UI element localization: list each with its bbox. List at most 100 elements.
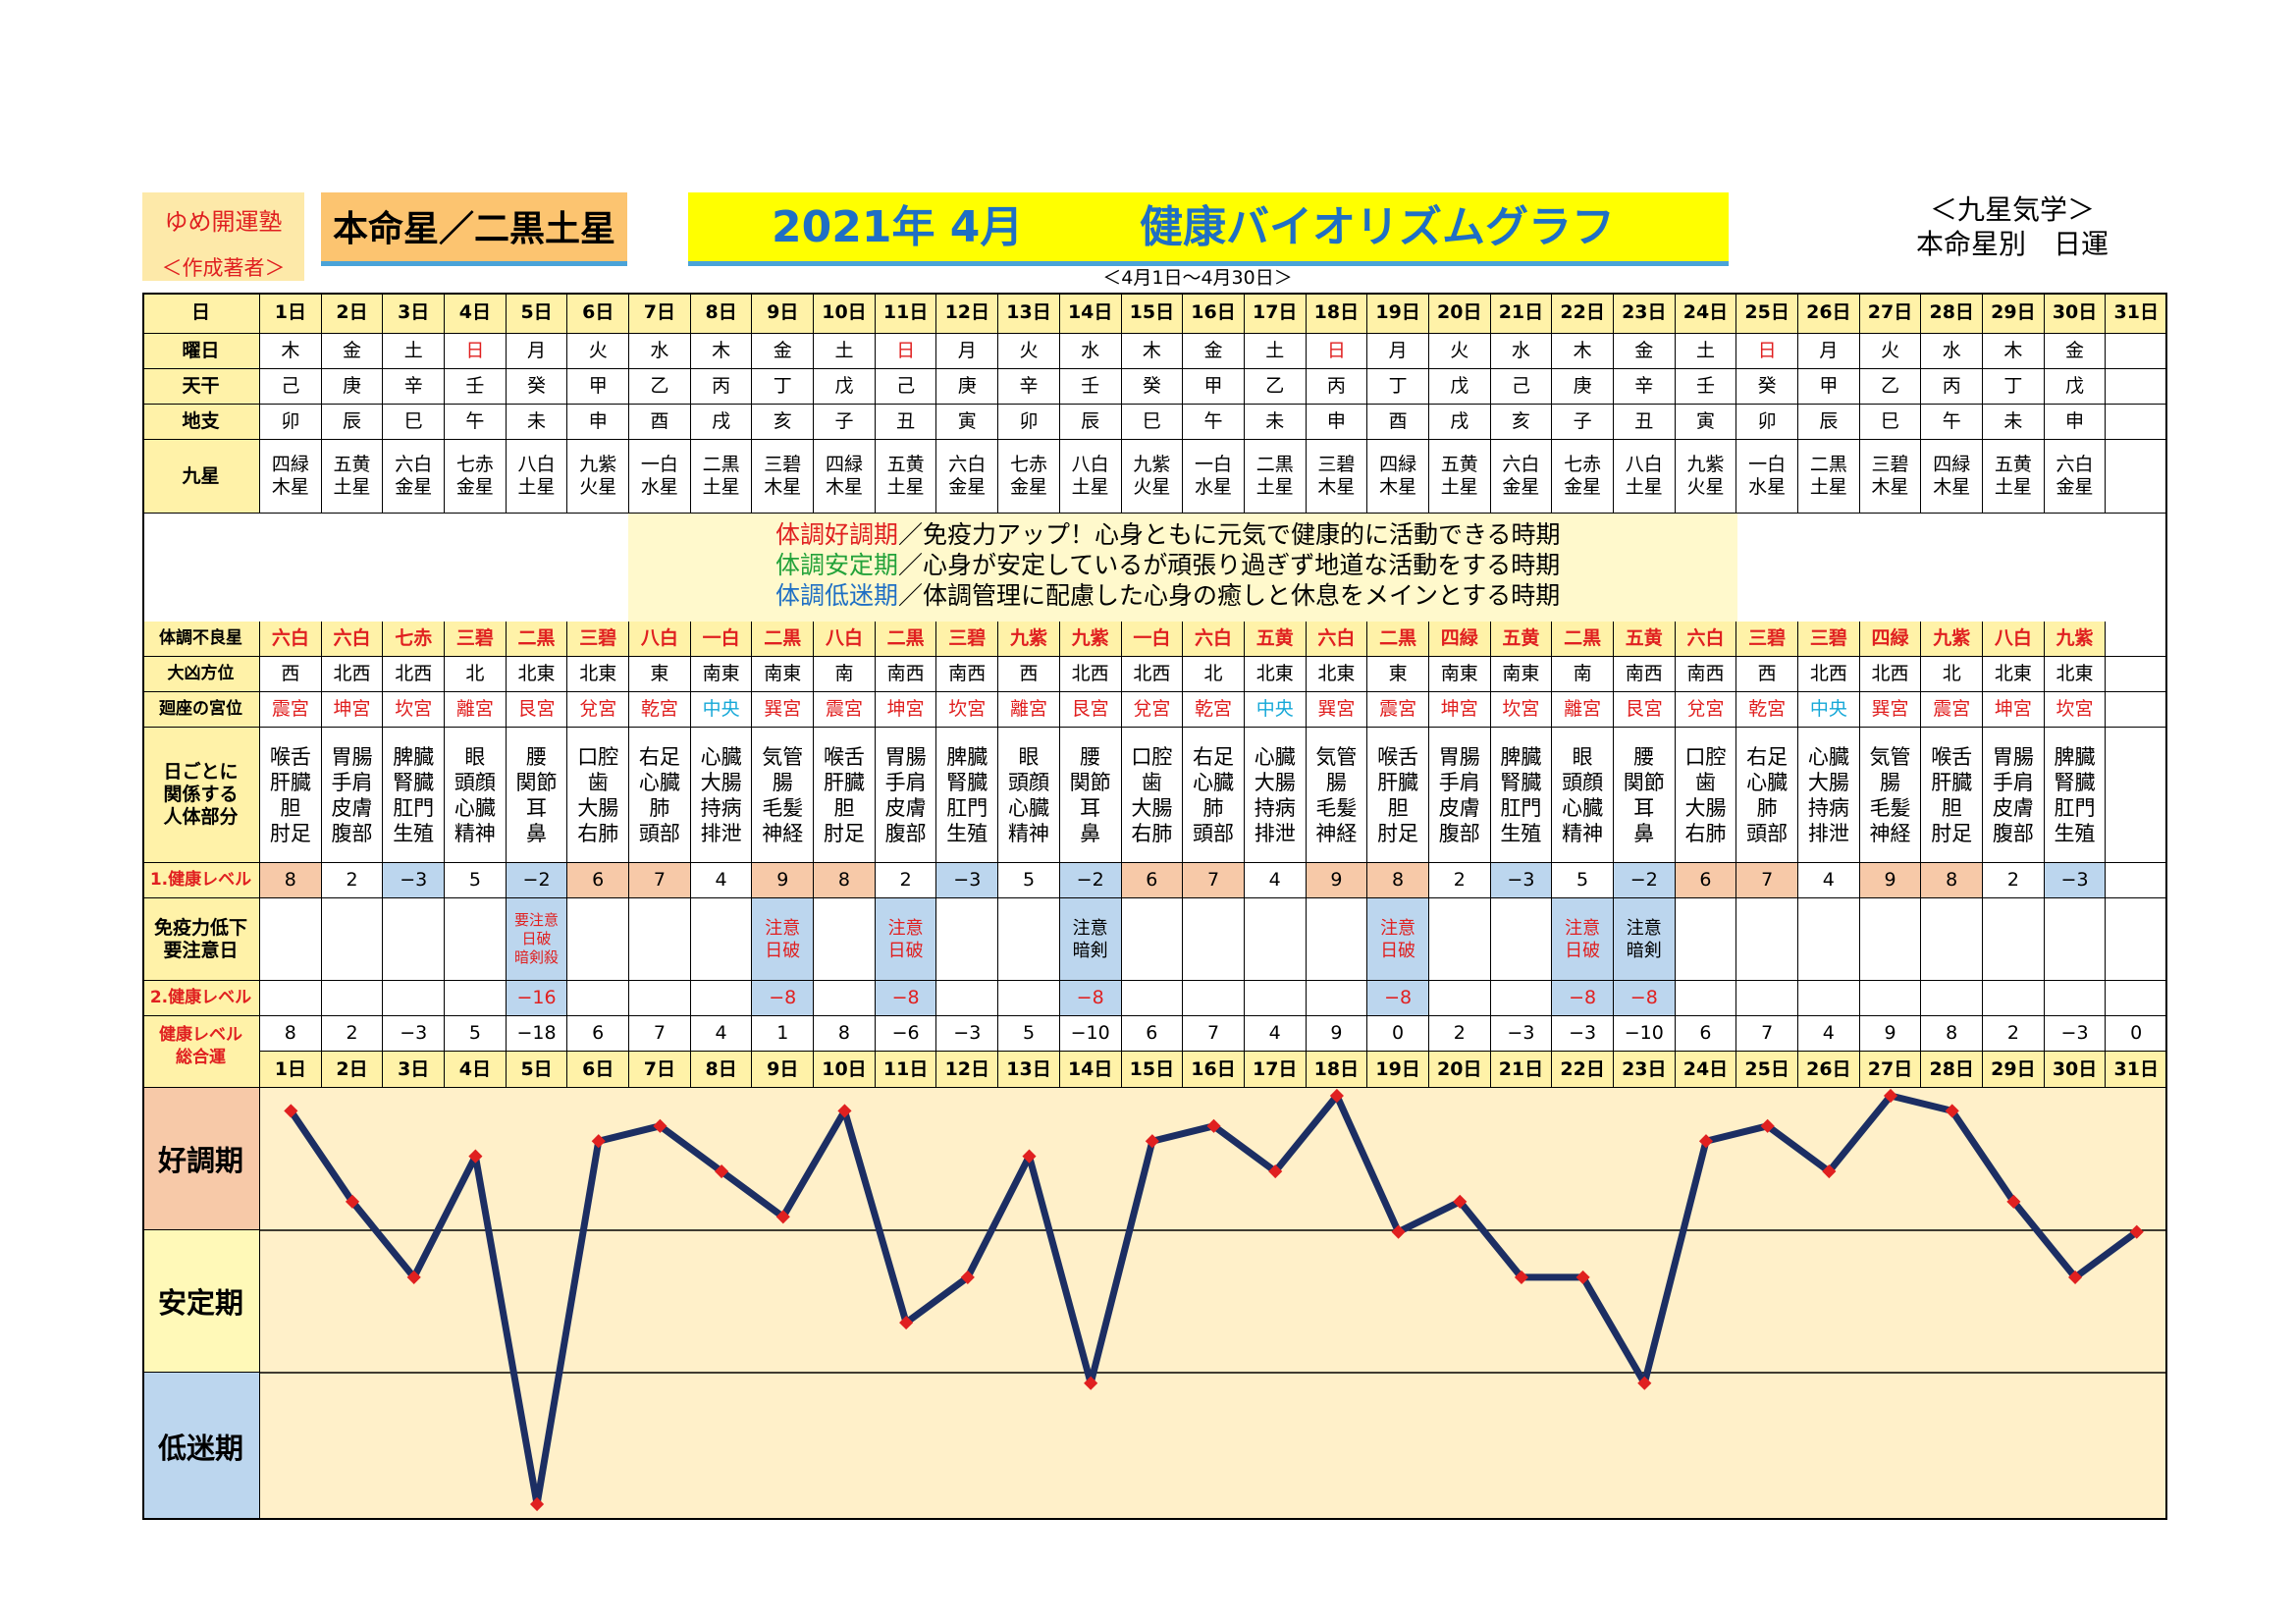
bad_dir-cell: 北東	[567, 657, 630, 692]
bad_dir-cell: 北西	[1059, 657, 1122, 692]
weekday-cell: 金	[2044, 334, 2107, 369]
body-part: 口腔	[577, 744, 619, 769]
kyusei-star-element: 木星	[1871, 476, 1909, 498]
palace-cell: 乾宮	[1736, 692, 1798, 728]
palace-cell: 中央	[690, 692, 753, 728]
data-point	[1329, 1088, 1344, 1104]
body-part: 肝臓	[1377, 770, 1419, 794]
body-cell: 胃腸 手肩 皮膚 腹部	[875, 728, 937, 863]
body-cell: 眼頭顔 心臓 精神	[445, 728, 507, 863]
bad_dir-cell: 西	[260, 657, 322, 692]
bad_dir-value: 南西	[1686, 663, 1725, 684]
weekday-cell: 日	[1306, 334, 1368, 369]
body-cell: 胃腸 手肩 皮膚 腹部	[1983, 728, 2045, 863]
tenkan-value: 庚	[343, 375, 362, 397]
bad_dir-cell: 南	[1552, 657, 1614, 692]
weekday: 土	[1695, 340, 1715, 361]
weekday: 火	[588, 340, 608, 361]
caution-cell	[383, 898, 446, 981]
body-part: 大腸	[1807, 770, 1849, 794]
kyusei-star-name: 八白	[1071, 454, 1109, 475]
body-part: 毛髪	[1869, 795, 1911, 820]
days-value: 14日	[1067, 301, 1113, 323]
days-value: 8日	[705, 301, 737, 323]
palace-cell: 坤宮	[1983, 692, 2045, 728]
tenkan-cell: 丁	[752, 369, 815, 405]
bad-star: 八白	[825, 627, 863, 649]
level1-cell: 4	[1798, 863, 1860, 898]
level1-cell: 5	[998, 863, 1060, 898]
body-part: 精神	[454, 821, 496, 845]
tenkan-cell: 丙	[1921, 369, 1984, 405]
level2-cell	[2106, 981, 2168, 1016]
weekday-cell: 日	[445, 334, 507, 369]
kyusei-kigaku-label: ＜九星気学＞	[1929, 193, 2095, 226]
days-value: 28日	[1929, 301, 1974, 323]
kyusei-star-element: 金星	[948, 476, 987, 498]
days-cell: 15日	[1121, 293, 1184, 334]
body-part: 大腸	[1131, 795, 1173, 820]
chishi-cell: 寅	[1675, 405, 1737, 440]
weekday-cell: 木	[690, 334, 753, 369]
tenkan-value: 甲	[588, 375, 608, 397]
chishi-value: 亥	[1511, 410, 1530, 432]
kyusei-cell: 五黄 土星	[1983, 440, 2045, 514]
weekday: 水	[1081, 340, 1100, 361]
kyusei-cell: 四緑 木星	[814, 440, 876, 514]
kyusei-star-name: 五黄	[886, 454, 925, 475]
body-part: 眼	[464, 744, 486, 769]
row-label-text: 2.健康レベル	[149, 988, 252, 1007]
tenkan-value: 甲	[1819, 375, 1839, 397]
body-part: 持病	[700, 795, 742, 820]
days-value: 15日	[1129, 301, 1175, 323]
palace: 中央	[1809, 698, 1847, 720]
total-value: −10	[1070, 1022, 1110, 1044]
body-part: 関節	[1623, 770, 1665, 794]
weekday: 金	[1203, 340, 1223, 361]
weekday: 水	[1942, 340, 1961, 361]
days-value: 25日	[1744, 1057, 1789, 1080]
kyusei-star-element: 水星	[640, 476, 678, 498]
body-cell: 眼頭顔 心臓 精神	[998, 728, 1060, 863]
body-part: 心臓	[1254, 744, 1296, 769]
body-part: 心臓	[1193, 770, 1235, 794]
kyusei-star-name: 二黒	[1809, 454, 1847, 475]
weekday-cell	[2106, 334, 2168, 369]
palace-cell: 中央	[1798, 692, 1860, 728]
kyusei-star-name: 四緑	[1379, 454, 1417, 475]
palace: 坎宮	[395, 698, 433, 720]
body-part: 鼻	[1080, 821, 1101, 845]
tenkan-cell: 戊	[814, 369, 876, 405]
body-cell: 心臓 大腸 持病 排泄	[1798, 728, 1860, 863]
chishi-value: 辰	[1819, 410, 1839, 432]
days-cell: 11日	[875, 293, 937, 334]
body-cell: 脾臓 腎臓 肛門 生殖	[2044, 728, 2107, 863]
tenkan-value: 庚	[1573, 375, 1592, 397]
body-part: 腎臓	[1500, 770, 1542, 794]
level1-cell: 6	[567, 863, 630, 898]
level1-cell	[2106, 863, 2168, 898]
bad_star-cell: 六白	[1306, 622, 1368, 657]
caution-text: 注意	[765, 917, 801, 939]
days-value: 10日	[822, 1057, 867, 1080]
palace: 兌宮	[579, 698, 617, 720]
kyusei-star-name: 三碧	[1871, 454, 1909, 475]
total-cell: 2	[1428, 1016, 1491, 1052]
kyusei-star-element: 土星	[1994, 476, 2032, 498]
body-cell: 眼頭顔 心臓 精神	[1552, 728, 1614, 863]
legend-good-text: ／免疫力アップ！心身ともに元気で健康的に活動できる時期	[898, 520, 1561, 549]
kyusei-star-name: 九紫	[1686, 454, 1725, 475]
total-value: 9	[1884, 1022, 1896, 1044]
days-value: 21日	[1498, 301, 1544, 323]
body-part: 胃腸	[331, 744, 373, 769]
tenkan-cell: 乙	[1244, 369, 1307, 405]
body-part: 頭顔	[1007, 770, 1049, 794]
kyusei-star-element: 土星	[333, 476, 371, 498]
total-value: 0	[1392, 1022, 1405, 1044]
bad_star-cell: 六白	[260, 622, 322, 657]
tenkan-cell: 戊	[2044, 369, 2107, 405]
level1-cell: 8	[1367, 863, 1429, 898]
days-value: 24日	[1682, 301, 1729, 323]
days-cell: 19日	[1367, 293, 1429, 334]
body-part: 喉舌	[1931, 744, 1973, 769]
